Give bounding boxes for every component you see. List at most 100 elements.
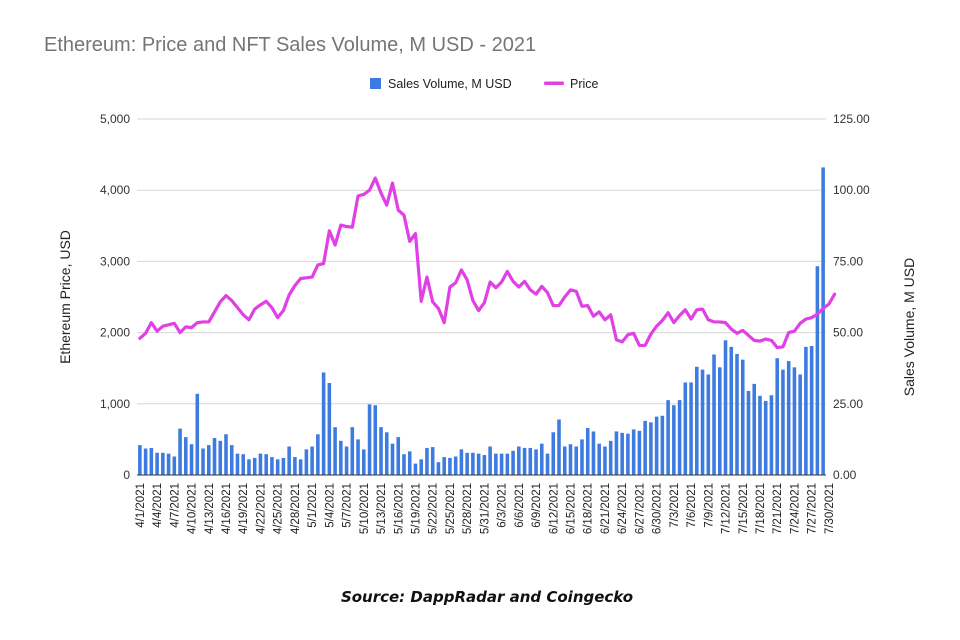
x-tick-label: 5/22/2021 [428, 483, 440, 534]
sales-volume-bar [729, 346, 734, 475]
x-tick-label: 4/28/2021 [290, 483, 302, 534]
y-right-tick-label: 25.00 [833, 397, 863, 411]
sales-volume-bar [603, 446, 607, 475]
x-tick-label: 6/6/2021 [514, 483, 526, 528]
x-tick-label: 5/31/2021 [479, 483, 491, 534]
y-right-tick-label: 50.00 [833, 326, 863, 340]
sales-volume-bar [821, 167, 825, 476]
sales-volume-bar [396, 437, 401, 475]
sales-volume-bar [471, 452, 475, 475]
x-tick-label: 6/9/2021 [531, 483, 543, 528]
y-left-tick-label: 4,000 [100, 183, 130, 197]
sales-volume-bar [419, 459, 423, 475]
sales-volume-bar [804, 346, 808, 475]
sales-volume-bar [304, 449, 309, 475]
y-left-tick-label: 5,000 [100, 112, 130, 126]
legend-label-price: Price [570, 77, 599, 91]
sales-volume-bar [333, 427, 337, 475]
sales-volume-bar [614, 431, 619, 475]
left-axis-ticks: 0 1,000 2,000 3,000 4,000 5,000 [100, 112, 130, 482]
sales-volume-bar [218, 440, 223, 475]
sales-volume-bar [712, 354, 716, 475]
x-tick-label: 5/19/2021 [410, 483, 422, 534]
sales-volume-bar [206, 445, 211, 475]
x-tick-label: 5/7/2021 [342, 483, 354, 528]
x-tick-label: 7/9/2021 [703, 483, 715, 528]
sales-volume-bar [321, 372, 326, 475]
sales-volume-bar [384, 432, 389, 475]
y-right-axis-title: Sales Volume, M USD [901, 258, 917, 397]
sales-volume-bar [534, 449, 538, 475]
y-right-tick-label: 125.00 [833, 112, 870, 126]
x-tick-label: 4/19/2021 [238, 483, 250, 534]
sales-volume-bar [654, 416, 659, 475]
x-tick-label: 4/10/2021 [187, 483, 199, 534]
x-tick-label: 5/28/2021 [462, 483, 474, 534]
sales-volume-bar [425, 447, 429, 475]
x-tick-label: 6/30/2021 [652, 483, 664, 534]
legend-label-sales-volume: Sales Volume, M USD [388, 77, 512, 91]
sales-volume-bar [689, 382, 693, 475]
x-tick-label: 7/15/2021 [738, 483, 750, 534]
sales-volume-bar [643, 420, 647, 475]
y-right-tick-label: 75.00 [833, 254, 863, 268]
y-left-tick-label: 3,000 [100, 254, 130, 268]
sales-volume-bar [666, 400, 670, 475]
x-tick-label: 5/16/2021 [393, 483, 405, 534]
x-tick-label: 4/25/2021 [273, 483, 285, 534]
sales-volume-bar [310, 446, 314, 475]
y-left-axis-title: Ethereum Price, USD [57, 230, 73, 364]
x-tick-label: 6/27/2021 [634, 483, 646, 534]
sales-volume-bar [522, 447, 527, 475]
sales-volume-bar [413, 463, 418, 475]
legend-swatch-price [544, 81, 564, 85]
sales-volume-bar [660, 415, 665, 475]
sales-volume-bar [224, 434, 228, 475]
sales-volume-bar [459, 449, 464, 475]
sales-volume-bar [327, 383, 332, 475]
sales-volume-bar [781, 369, 785, 475]
sales-volume-bar [568, 444, 573, 475]
sales-volume-bar [241, 454, 245, 475]
sales-volume-bar [608, 440, 613, 475]
sales-volume-bar [809, 345, 814, 475]
sales-volume-bar [270, 457, 274, 475]
sales-volume-bar [247, 459, 251, 475]
sales-volume-bar [344, 446, 349, 475]
sales-volume-bar [775, 358, 779, 475]
sales-volume-bar [695, 366, 699, 475]
sales-volume-bar [591, 431, 596, 475]
sales-volume-bar [499, 453, 504, 475]
sales-volume-bar [752, 383, 757, 475]
x-tick-label: 4/16/2021 [221, 483, 233, 534]
sales-volume-bar [557, 419, 561, 475]
x-tick-label: 4/13/2021 [204, 483, 216, 534]
sales-volume-bar [551, 432, 556, 475]
sales-volume-bar [258, 453, 263, 475]
sales-volume-bar [212, 437, 217, 475]
sales-volume-bar [672, 405, 676, 475]
sales-volume-bar [436, 462, 441, 475]
sales-volume-bar [373, 405, 378, 475]
sales-volume-bar [511, 450, 515, 475]
sales-volume-bar [631, 429, 636, 475]
sales-volume-bar [465, 452, 469, 475]
sales-volume-bar [166, 453, 171, 475]
x-tick-label: 5/1/2021 [307, 483, 319, 528]
sales-volume-bar [161, 452, 165, 475]
sales-volume-bar [758, 395, 762, 475]
x-tick-label: 7/18/2021 [755, 483, 767, 534]
sales-volume-bar [746, 390, 751, 475]
sales-volume-bar [367, 404, 372, 475]
price-line [138, 176, 837, 350]
x-tick-label: 5/25/2021 [445, 483, 457, 534]
y-left-tick-label: 0 [123, 468, 130, 482]
sales-volume-bar [155, 452, 159, 475]
sales-volume-bar [740, 359, 745, 475]
sales-volume-bar [350, 427, 355, 475]
sales-volume-bar [683, 382, 688, 475]
sales-volume-bar [252, 457, 257, 475]
sales-volume-bar [798, 374, 802, 475]
sales-volume-bar [281, 457, 286, 475]
